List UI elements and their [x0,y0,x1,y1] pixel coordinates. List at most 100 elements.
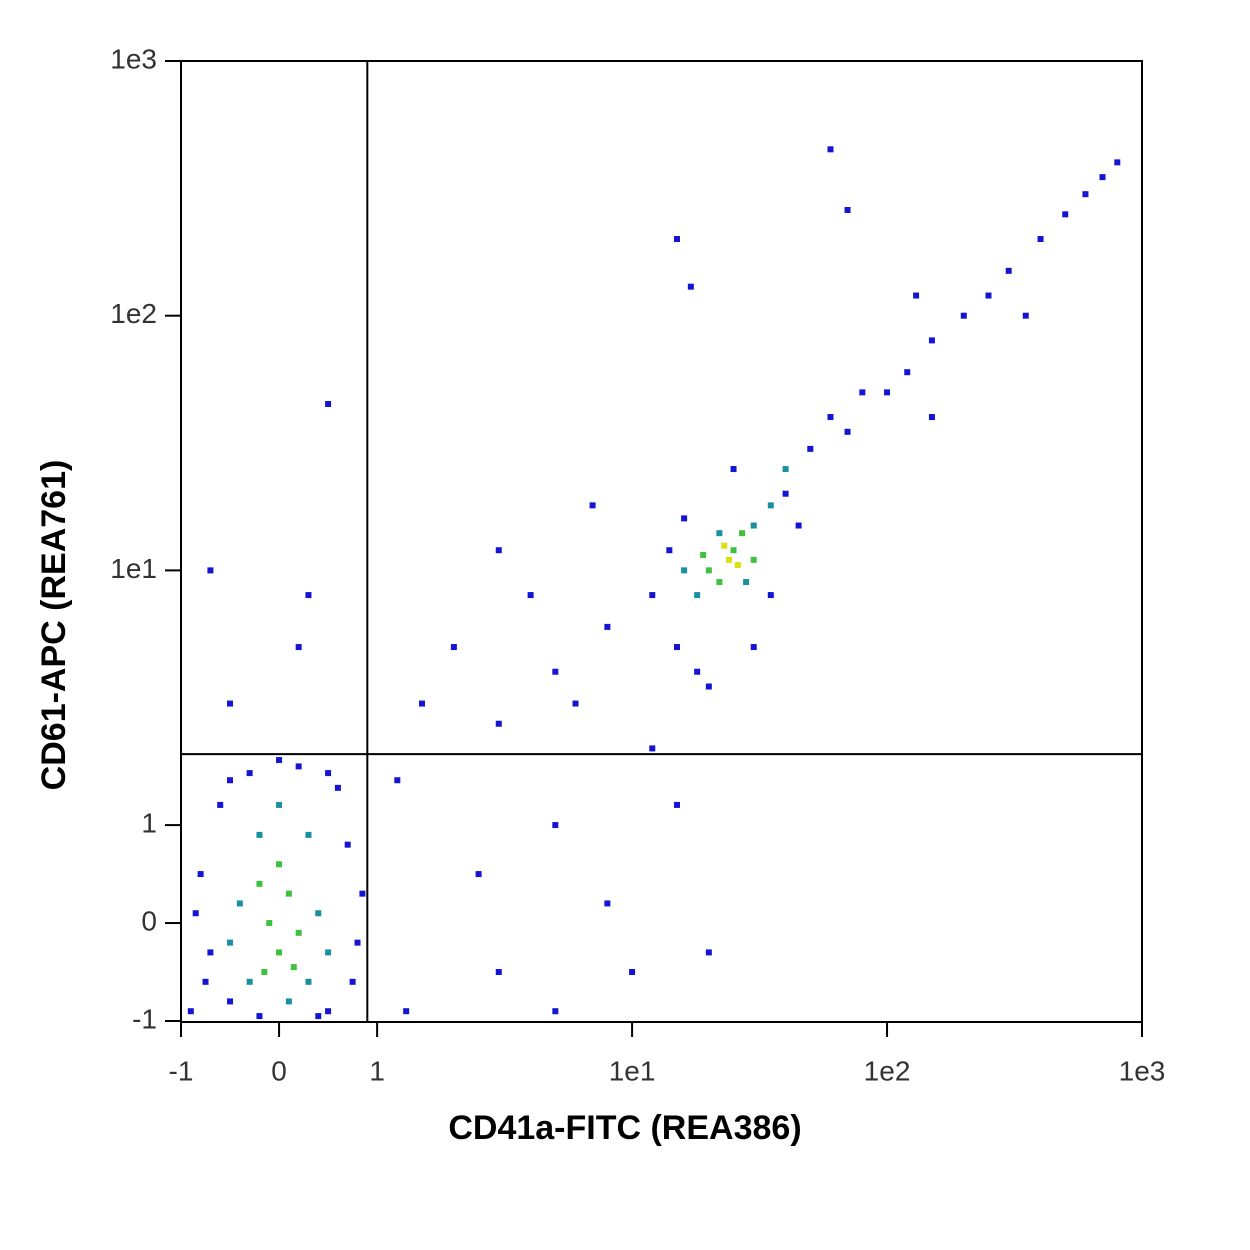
event-dot [572,700,579,707]
event-dot [495,969,502,976]
event-dot [750,556,757,563]
event-dot [649,745,656,752]
event-dot [419,700,426,707]
event-dot [1114,159,1121,166]
x-tick-label: 1e2 [864,1055,911,1086]
event-dot [256,1013,263,1020]
y-axis-title: CD61-APC (REA761) [35,460,73,791]
event-dot [325,770,332,777]
event-dot [246,978,253,985]
x-tick-label: 1e3 [1119,1055,1166,1086]
event-dot [734,561,741,568]
event-dot [256,880,263,887]
event-dot [694,592,701,599]
event-dot [1062,211,1069,218]
event-dot [985,292,992,299]
event-dot [960,312,967,319]
event-dot [767,592,774,599]
event-dot [217,801,224,808]
x-tick-label: 0 [271,1055,287,1086]
event-dot [276,949,283,956]
x-tick-label: 1e1 [609,1055,656,1086]
event-dot [807,445,814,452]
event-dot [325,1008,332,1015]
event-dot [604,900,611,907]
y-tick-label: -1 [132,1003,157,1034]
event-dot [694,668,701,675]
event-dot [604,623,611,630]
event-dot [552,668,559,675]
event-dot [928,337,935,344]
event-dot [527,592,534,599]
event-dot [315,1013,322,1020]
event-dot [334,784,341,791]
event-dot [629,969,636,976]
event-dot [359,890,366,897]
event-dot [767,502,774,509]
event-dot [666,547,673,554]
event-dot [884,389,891,396]
event-dot [687,283,694,290]
event-dot [673,801,680,808]
event-dot [354,939,361,946]
event-dot [589,502,596,509]
event-dot [730,466,737,473]
event-dot [325,949,332,956]
event-dot [739,530,746,537]
x-axis-title: CD41a-FITC (REA386) [448,1109,801,1147]
event-dot [1099,174,1106,181]
event-dot [495,547,502,554]
event-dot [285,890,292,897]
event-dot [913,292,920,299]
event-dot [394,777,401,784]
event-dot [795,522,802,529]
event-dot [859,389,866,396]
event-dot [207,949,214,956]
event-dot [730,547,737,554]
event-dot [649,592,656,599]
event-dot [716,530,723,537]
event-dot [495,720,502,727]
event-dot [743,579,750,586]
x-tick-label: 1 [369,1055,385,1086]
event-dot [844,428,851,435]
event-dot [827,414,834,421]
event-dot [700,551,707,558]
event-dot [295,763,302,770]
event-dot [750,522,757,529]
event-dot [305,831,312,838]
event-dot [450,644,457,651]
event-dot [705,949,712,956]
event-dot [403,1008,410,1015]
event-dot [197,871,204,878]
event-dot [1037,236,1044,243]
y-tick-label: 1e3 [110,43,157,74]
event-dot [552,822,559,829]
event-dot [673,644,680,651]
event-dot [285,998,292,1005]
event-dot [192,910,199,917]
event-dot [1005,267,1012,274]
event-dot [187,1008,194,1015]
event-dot [325,401,332,408]
event-dot [928,414,935,421]
event-dot [716,579,723,586]
event-dot [844,207,851,214]
x-tick-label: -1 [169,1055,194,1086]
event-dot [705,567,712,574]
event-dot [202,978,209,985]
event-dot [827,146,834,153]
event-dot [207,567,214,574]
event-dot [276,757,283,764]
event-dot [721,542,728,549]
event-dot [681,515,688,522]
event-dot [349,978,356,985]
event-dot [295,929,302,936]
event-dot [295,644,302,651]
event-dot [305,592,312,599]
event-dot [673,236,680,243]
event-dot [475,871,482,878]
